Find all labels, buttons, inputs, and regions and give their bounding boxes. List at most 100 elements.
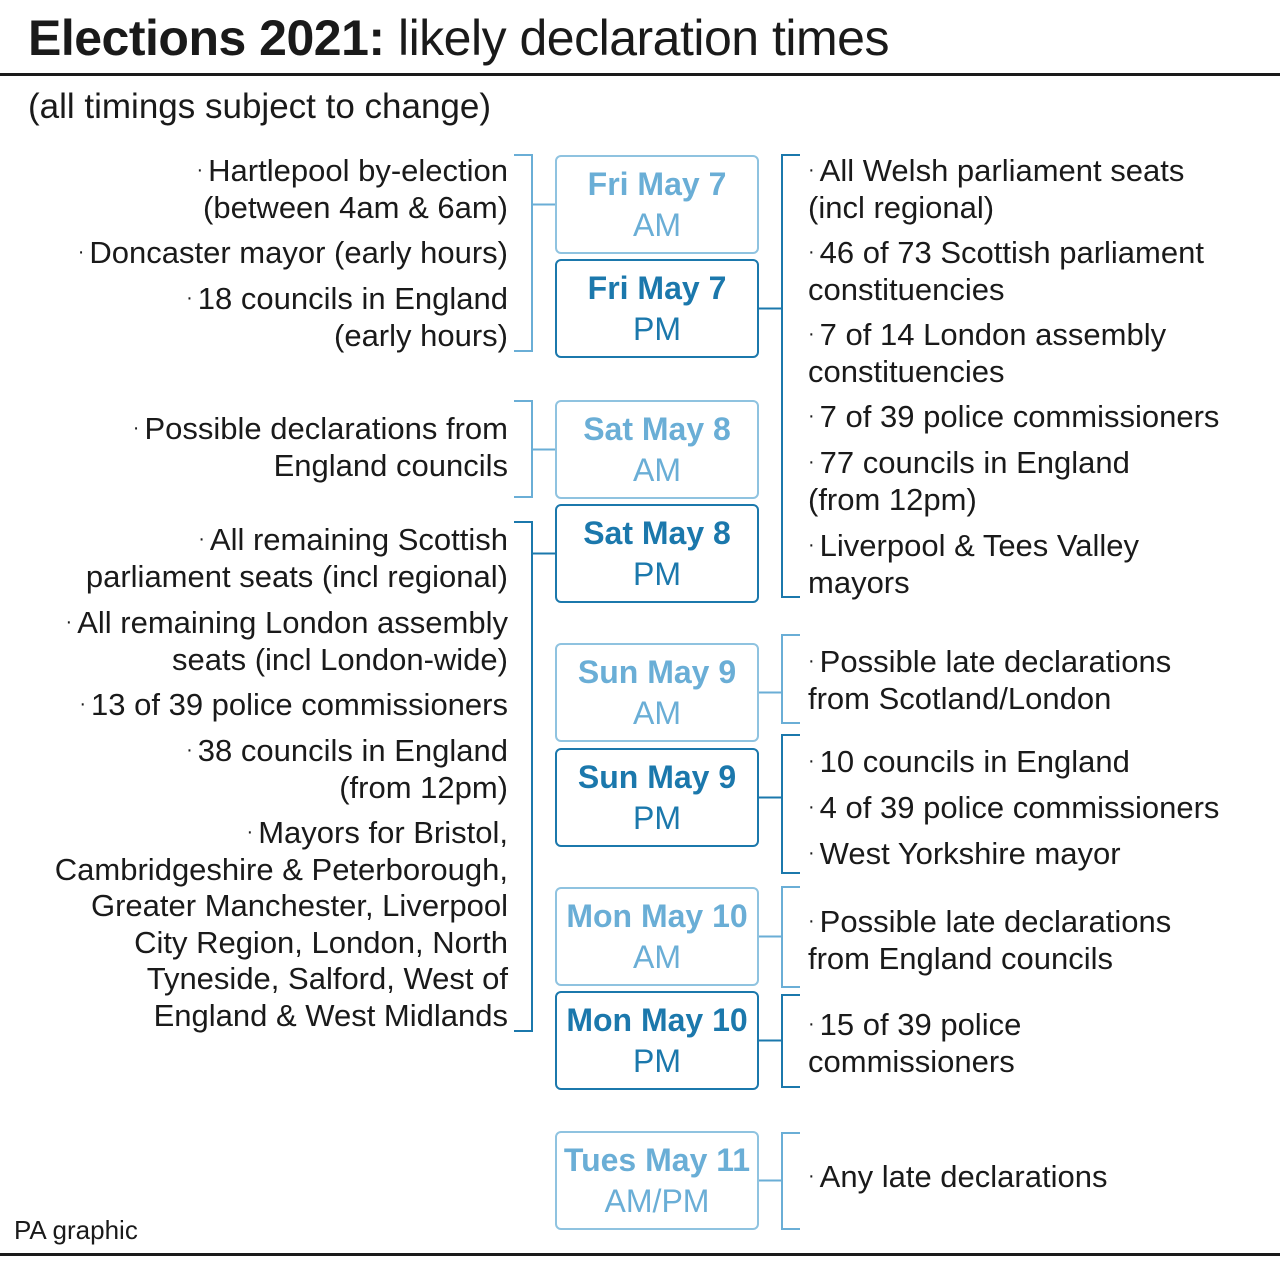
- slot-day: Sun May 9: [577, 759, 737, 795]
- slot-day: Mon May 10: [566, 1002, 748, 1038]
- item-text: England councils: [273, 447, 508, 483]
- slot-day: Sat May 8: [583, 411, 731, 447]
- item-text: (from 12pm): [339, 769, 508, 805]
- bullet-dot: ·: [808, 910, 815, 932]
- item-text: parliament seats (incl regional): [85, 558, 508, 594]
- item-line: · Liverpool & Tees Valley: [808, 527, 1139, 565]
- item-text: Possible declarations from: [144, 411, 508, 446]
- time-slot-box: Mon May 10 PM: [555, 991, 759, 1090]
- item-text: 38 councils in England: [197, 733, 508, 768]
- item-line: · All Welsh parliament seats: [808, 152, 1184, 190]
- right-bracket: [781, 154, 800, 598]
- item-text: 7 of 14 London assembly: [819, 317, 1167, 352]
- item-text: 7 of 39 police commissioners: [819, 399, 1220, 434]
- item-line: (early hours): [186, 318, 508, 355]
- item-line: commissioners: [808, 1044, 1021, 1081]
- bullet-dot: ·: [808, 323, 815, 345]
- slot-time: PM: [633, 311, 681, 347]
- item-line: · Possible late declarations: [808, 643, 1171, 681]
- item-line: from England councils: [808, 941, 1171, 978]
- item-line: (incl regional): [808, 190, 1184, 227]
- right-list-item: · 7 of 39 police commissioners: [808, 398, 1219, 436]
- item-line: · Possible late declarations: [808, 903, 1171, 941]
- slot-time: PM: [633, 800, 681, 836]
- item-line: · 7 of 39 police commissioners: [808, 398, 1219, 436]
- right-bracket: [781, 994, 800, 1088]
- left-bracket: [514, 521, 533, 1032]
- item-line: · Doncaster mayor (early hours): [78, 234, 508, 272]
- item-text: City Region, London, North: [134, 924, 508, 960]
- item-line: · 13 of 39 police commissioners: [79, 686, 508, 724]
- right-list-item: · 46 of 73 Scottish parliament constituenc…: [808, 234, 1204, 308]
- item-line: England & West Midlands: [55, 998, 508, 1035]
- bullet-dot: ·: [808, 159, 815, 181]
- item-line: Tyneside, Salford, West of: [55, 961, 508, 998]
- item-line: seats (incl London-wide): [66, 642, 508, 679]
- item-line: · West Yorkshire mayor: [808, 835, 1121, 873]
- right-list-item: · West Yorkshire mayor: [808, 835, 1121, 873]
- item-text: 46 of 73 Scottish parliament: [819, 235, 1204, 270]
- item-text: constituencies: [808, 271, 1005, 307]
- item-line: constituencies: [808, 272, 1204, 309]
- item-line: Greater Manchester, Liverpool: [55, 888, 508, 925]
- bullet-dot: ·: [65, 611, 73, 633]
- bullet-dot: ·: [808, 405, 815, 427]
- slot-time: AM/PM: [604, 1183, 710, 1219]
- slot-day: Fri May 7: [587, 166, 727, 202]
- item-line: (from 12pm): [808, 482, 1130, 519]
- bottom-rule: [0, 1253, 1280, 1256]
- right-bracket: [781, 734, 800, 874]
- left-list-item: · Hartlepool by-election (between 4am & 6a…: [197, 152, 509, 226]
- slot-day: Sun May 9: [577, 654, 737, 690]
- item-text: All remaining Scottish: [209, 522, 508, 557]
- item-line: · Any late declarations: [808, 1158, 1107, 1196]
- item-line: · 10 councils in England: [808, 743, 1130, 781]
- bullet-dot: ·: [132, 417, 140, 439]
- bullet-dot: ·: [77, 241, 85, 263]
- item-text: from Scotland/London: [808, 680, 1112, 716]
- item-text: (between 4am & 6am): [203, 189, 508, 225]
- item-text: Mayors for Bristol,: [258, 815, 508, 850]
- slot-time: AM: [633, 207, 681, 243]
- bullet-dot: ·: [808, 534, 815, 556]
- right-list-item: · Possible late declarations from Scotland…: [808, 643, 1171, 717]
- left-bracket: [514, 400, 533, 498]
- title-light: likely declaration times: [397, 10, 889, 66]
- left-list-item: · 13 of 39 police commissioners: [79, 686, 508, 724]
- item-text: (from 12pm): [808, 481, 977, 517]
- item-text: West Yorkshire mayor: [819, 836, 1121, 871]
- time-slot-box: Fri May 7 AM: [555, 155, 759, 254]
- slot-time: PM: [633, 1043, 681, 1079]
- item-line: (from 12pm): [186, 770, 508, 807]
- item-line: · 46 of 73 Scottish parliament: [808, 234, 1204, 272]
- bullet-dot: ·: [79, 693, 87, 715]
- right-list-item: · 15 of 39 police commissioners: [808, 1006, 1021, 1080]
- left-list-item: · All remaining Scottish parliament seats …: [86, 521, 508, 595]
- item-text: England & West Midlands: [153, 997, 508, 1033]
- item-text: seats (incl London-wide): [171, 641, 508, 677]
- item-line: · 4 of 39 police commissioners: [808, 789, 1219, 827]
- right-list-item: · 7 of 14 London assembly constituencies: [808, 316, 1166, 390]
- bullet-dot: ·: [198, 528, 205, 550]
- item-text: 10 councils in England: [819, 744, 1130, 779]
- bullet-dot: ·: [808, 650, 815, 672]
- item-text: 4 of 39 police commissioners: [819, 790, 1220, 825]
- item-line: mayors: [808, 565, 1139, 602]
- left-bracket: [514, 154, 533, 352]
- slot-time: AM: [633, 695, 681, 731]
- title-bold: Elections 2021:: [28, 10, 385, 66]
- right-list-item: · 4 of 39 police commissioners: [808, 789, 1219, 827]
- time-slot-box: Fri May 7 PM: [555, 259, 759, 358]
- right-list-item: · Liverpool & Tees Valley mayors: [808, 527, 1139, 601]
- item-line: from Scotland/London: [808, 681, 1171, 718]
- bullet-dot: ·: [808, 796, 815, 818]
- item-line: City Region, London, North: [55, 925, 508, 962]
- right-bracket: [781, 1132, 800, 1230]
- slot-day: Sat May 8: [583, 515, 731, 551]
- bullet-dot: ·: [186, 287, 193, 309]
- time-slot-box: Sat May 8 PM: [555, 504, 759, 603]
- bullet-dot: ·: [246, 821, 254, 843]
- bullet-dot: ·: [808, 1165, 815, 1187]
- right-list-item: · 10 councils in England: [808, 743, 1130, 781]
